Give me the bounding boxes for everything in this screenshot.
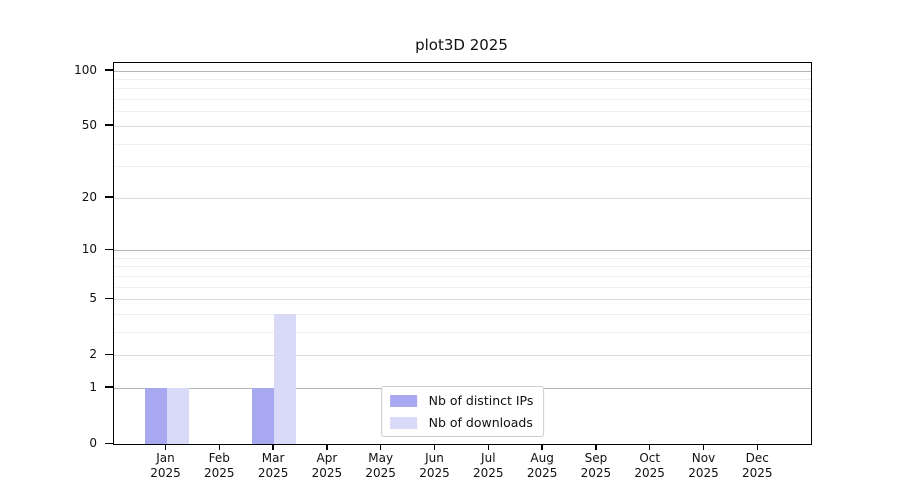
x-tick-label: May 2025	[349, 451, 413, 481]
y-tick-mark	[105, 124, 113, 126]
bar-nb-of-distinct-ips-mar-2025	[252, 387, 275, 444]
x-tick-label-line: 2025	[204, 466, 235, 480]
x-tick-mark	[379, 444, 382, 450]
gridline-major	[114, 355, 811, 357]
chart-title: plot3D 2025	[415, 36, 508, 54]
gridline-minor	[114, 286, 811, 288]
legend-label: Nb of downloads	[428, 415, 533, 430]
gridline-minor	[114, 266, 811, 268]
x-tick-label-line: 2025	[419, 466, 450, 480]
y-tick-label: 20	[81, 189, 97, 204]
x-tick-label-line: 2025	[742, 466, 773, 480]
x-tick-label-line: Nov	[691, 451, 716, 465]
x-tick-label-line: 2025	[526, 466, 558, 480]
legend: Nb of distinct IPs Nb of downloads	[380, 386, 545, 437]
legend-swatch	[389, 416, 417, 429]
x-tick-label-line: 2025	[311, 466, 343, 480]
gridline-minor	[114, 79, 811, 81]
x-tick-label-line: 2025	[473, 466, 504, 480]
x-tick-label-line: May	[368, 451, 394, 465]
y-tick-label: 100	[74, 62, 97, 77]
y-tick-mark	[105, 297, 113, 300]
x-tick-label: Mar 2025	[241, 451, 305, 481]
x-tick-label-line: Jul	[481, 451, 496, 465]
y-tick-mark	[105, 442, 113, 444]
x-tick-label-line: Feb	[208, 451, 230, 465]
x-tick-mark	[218, 444, 221, 450]
x-tick-label-line: Dec	[745, 451, 769, 465]
legend-label: Nb of distinct IPs	[428, 393, 534, 408]
x-tick-label-line: Oct	[639, 451, 661, 465]
y-tick-label: 2	[89, 347, 97, 362]
gridline-minor	[114, 257, 811, 259]
x-tick-label-line: 2025	[634, 466, 665, 480]
x-tick-mark	[272, 444, 274, 450]
x-tick-label-line: 2025	[257, 466, 289, 480]
x-tick-label-line: 2025	[365, 466, 396, 480]
x-tick-label: Jan 2025	[134, 451, 198, 481]
x-tick-label-line: Jun	[425, 451, 444, 465]
y-tick-mark	[105, 353, 113, 356]
x-tick-label-line: 2025	[580, 466, 612, 480]
bar-nb-of-downloads-mar-2025	[274, 313, 297, 444]
gridline-major	[114, 197, 811, 199]
x-tick-label: Aug 2025	[510, 451, 574, 481]
x-tick-mark	[433, 444, 436, 450]
y-tick-label: 10	[81, 242, 97, 256]
x-tick-label-line: 2025	[150, 466, 181, 480]
x-tick-mark	[595, 444, 597, 450]
gridline-major	[114, 125, 811, 127]
y-tick-label: 50	[81, 117, 97, 132]
gridline-minor	[114, 111, 811, 113]
gridline-minor	[114, 99, 811, 101]
x-tick-mark	[756, 444, 759, 450]
gridline-minor	[114, 143, 811, 145]
y-tick-label: 5	[89, 291, 97, 306]
y-tick-mark	[105, 196, 113, 198]
x-tick-mark	[702, 444, 705, 450]
plot-area: Nb of distinct IPs Nb of downloads	[113, 62, 812, 445]
x-tick-label-line: Sep	[584, 451, 608, 465]
gridline-minor	[114, 313, 811, 315]
bar-nb-of-distinct-ips-jan-2025	[144, 387, 167, 444]
gridline-minor	[114, 331, 811, 333]
x-tick-label: Nov 2025	[672, 451, 736, 481]
x-tick-label-line: Jan	[156, 451, 175, 465]
y-tick-mark	[105, 386, 113, 388]
legend-item: Nb of downloads	[389, 415, 534, 430]
y-tick-label: 1	[89, 379, 97, 394]
x-tick-label: Jul 2025	[456, 451, 520, 481]
gridline-major	[114, 299, 811, 301]
bar-nb-of-downloads-jan-2025	[166, 387, 189, 444]
gridline-minor	[114, 275, 811, 277]
x-tick-label: Sep 2025	[564, 451, 628, 481]
x-tick-label-line: Mar	[261, 451, 285, 465]
x-tick-label: Jun 2025	[403, 451, 467, 481]
x-tick-label-line: Aug	[530, 451, 554, 465]
x-tick-label: Feb 2025	[187, 451, 251, 481]
gridline-minor	[114, 166, 811, 168]
x-tick-label: Oct 2025	[618, 451, 682, 481]
y-tick-mark	[105, 69, 113, 71]
gridline-minor	[114, 88, 811, 90]
x-tick-label-line: Apr	[316, 451, 338, 465]
x-tick-mark	[487, 444, 490, 450]
x-tick-mark	[541, 444, 543, 450]
gridline-major	[114, 70, 811, 72]
y-tick-label: 0	[89, 436, 97, 450]
legend-swatch	[389, 394, 417, 407]
legend-item: Nb of distinct IPs	[389, 393, 534, 408]
x-tick-mark	[164, 444, 167, 450]
x-tick-label: Dec 2025	[725, 451, 789, 481]
x-tick-mark	[326, 444, 328, 450]
gridline-major	[114, 250, 811, 251]
x-tick-mark	[648, 444, 651, 450]
x-tick-label: Apr 2025	[295, 451, 359, 481]
x-tick-label-line: 2025	[688, 466, 719, 480]
y-tick-mark	[105, 248, 113, 250]
